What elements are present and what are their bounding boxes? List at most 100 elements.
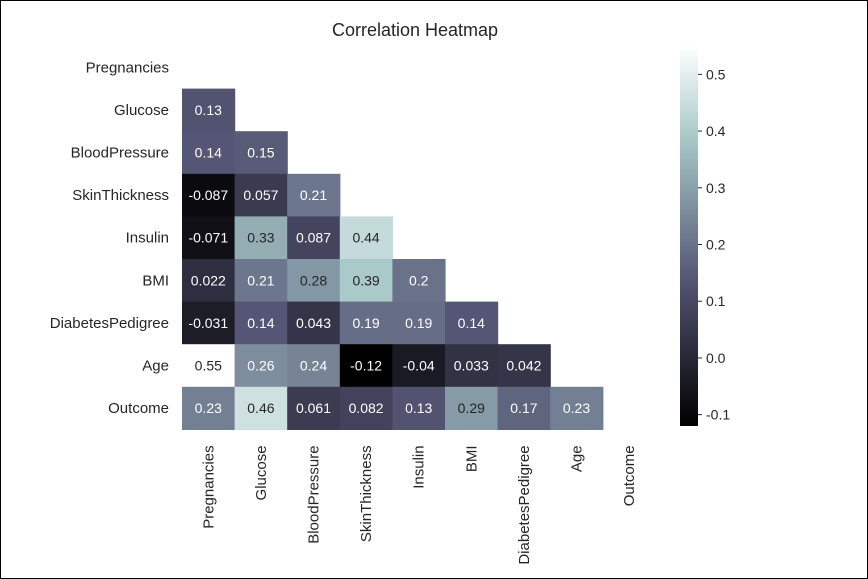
y-tick-label: Glucose bbox=[114, 102, 169, 119]
colorbar-tick-label: -0.1 bbox=[706, 407, 730, 423]
y-tick-label: BloodPressure bbox=[71, 145, 169, 162]
heatmap-cell-insulin-skinthickness bbox=[339, 216, 393, 260]
x-tick-label: DiabetesPedigree bbox=[516, 445, 533, 564]
heatmap-cells: 0.13 0.14 0.15 -0.087 0.057 0.21 -0.071 0.33 0.0… bbox=[182, 88, 604, 430]
x-tick-label: BloodPressure bbox=[306, 445, 323, 543]
heatmap-cell-skinthickness-bloodpressure bbox=[287, 173, 341, 217]
heatmap-cell-glucose-pregnancies bbox=[182, 88, 236, 132]
heatmap-cell-outcome-bloodpressure bbox=[287, 386, 341, 430]
cell-value-label: 0.46 bbox=[247, 400, 274, 416]
heatmap-cell-bloodpressure-glucose bbox=[234, 131, 288, 175]
cell-value-label: 0.057 bbox=[243, 187, 278, 203]
cell-value-label: 0.29 bbox=[458, 400, 485, 416]
cell-value-label: 0.55 bbox=[195, 358, 222, 374]
cell-value-label: 0.13 bbox=[195, 102, 222, 118]
heatmap-cell-outcome-glucose bbox=[234, 386, 288, 430]
heatmap-cell-diabetespedigree-bloodpressure bbox=[287, 301, 341, 345]
heatmap-cell-outcome-skinthickness bbox=[339, 386, 393, 430]
cell-value-label: 0.17 bbox=[510, 400, 537, 416]
colorbar-tick-label: 0.3 bbox=[706, 180, 726, 196]
cell-value-label: 0.13 bbox=[405, 400, 432, 416]
heatmap-cell-bmi-pregnancies bbox=[182, 259, 236, 303]
x-tick-label: Insulin bbox=[411, 445, 428, 488]
x-tick-label: Pregnancies bbox=[200, 445, 217, 528]
colorbar-tick-label: 0.2 bbox=[706, 237, 726, 253]
y-tick-label: BMI bbox=[142, 272, 169, 289]
heatmap-cell-bloodpressure-pregnancies bbox=[182, 131, 236, 175]
y-tick-label: DiabetesPedigree bbox=[50, 315, 169, 332]
heatmap-cell-outcome-age bbox=[550, 386, 604, 430]
heatmap-cell-diabetespedigree-insulin bbox=[392, 301, 446, 345]
colorbar: -0.1 0.0 0.1 0.2 0.3 0.4 0.5 bbox=[680, 46, 730, 426]
heatmap-cell-bmi-bloodpressure bbox=[287, 259, 341, 303]
heatmap-cell-outcome-insulin bbox=[392, 386, 446, 430]
cell-value-label: 0.14 bbox=[195, 145, 222, 161]
cell-value-label: 0.24 bbox=[300, 358, 327, 374]
heatmap-cell-skinthickness-pregnancies bbox=[182, 173, 236, 217]
y-tick-label: Age bbox=[142, 358, 169, 375]
y-tick-label: Pregnancies bbox=[86, 59, 169, 76]
cell-value-label: 0.28 bbox=[300, 272, 327, 288]
cell-value-label: 0.042 bbox=[506, 358, 541, 374]
heatmap-cell-insulin-glucose bbox=[234, 216, 288, 260]
cell-value-label: -0.12 bbox=[350, 358, 382, 374]
colorbar-tick-label: 0.0 bbox=[706, 350, 726, 366]
heatmap-cell-bmi-insulin bbox=[392, 259, 446, 303]
colorbar-gradient bbox=[680, 46, 698, 426]
cell-value-label: 0.022 bbox=[191, 272, 226, 288]
heatmap-cell-age-pregnancies bbox=[182, 344, 236, 388]
heatmap-cell-diabetespedigree-pregnancies bbox=[182, 301, 236, 345]
heatmap-cell-insulin-bloodpressure bbox=[287, 216, 341, 260]
heatmap-cell-age-skinthickness bbox=[339, 344, 393, 388]
cell-value-label: 0.21 bbox=[300, 187, 327, 203]
heatmap-cell-outcome-bmi bbox=[445, 386, 499, 430]
cell-value-label: -0.031 bbox=[188, 315, 228, 331]
y-tick-label: SkinThickness bbox=[72, 187, 169, 204]
cell-value-label: 0.44 bbox=[352, 230, 379, 246]
cell-value-label: 0.15 bbox=[247, 145, 274, 161]
heatmap-cell-bmi-skinthickness bbox=[339, 259, 393, 303]
cell-value-label: 0.14 bbox=[247, 315, 274, 331]
cell-value-label: -0.071 bbox=[188, 230, 228, 246]
heatmap-cell-insulin-pregnancies bbox=[182, 216, 236, 260]
cell-value-label: 0.23 bbox=[563, 400, 590, 416]
x-tick-label: BMI bbox=[463, 445, 480, 472]
x-tick-label: Age bbox=[569, 445, 586, 472]
x-tick-labels: Pregnancies Glucose BloodPressure SkinThick… bbox=[200, 445, 638, 564]
heatmap-cell-skinthickness-glucose bbox=[234, 173, 288, 217]
chart-title: Correlation Heatmap bbox=[332, 20, 498, 40]
cell-value-label: 0.043 bbox=[296, 315, 331, 331]
cell-value-label: 0.061 bbox=[296, 400, 331, 416]
heatmap-cell-age-insulin bbox=[392, 344, 446, 388]
y-tick-label: Insulin bbox=[126, 230, 169, 247]
cell-value-label: 0.39 bbox=[352, 272, 379, 288]
heatmap-cell-outcome-pregnancies bbox=[182, 386, 236, 430]
colorbar-tick-label: 0.4 bbox=[706, 123, 726, 139]
cell-value-label: 0.14 bbox=[458, 315, 485, 331]
heatmap-cell-age-diabetespedigree bbox=[497, 344, 551, 388]
heatmap-cell-outcome-diabetespedigree bbox=[497, 386, 551, 430]
heatmap-cell-age-bmi bbox=[445, 344, 499, 388]
cell-value-label: 0.19 bbox=[352, 315, 379, 331]
cell-value-label: 0.33 bbox=[247, 230, 274, 246]
cell-value-label: 0.087 bbox=[296, 230, 331, 246]
cell-value-label: -0.087 bbox=[188, 187, 228, 203]
heatmap-cell-diabetespedigree-glucose bbox=[234, 301, 288, 345]
cell-value-label: 0.2 bbox=[409, 272, 429, 288]
colorbar-tick-label: 0.1 bbox=[706, 293, 726, 309]
cell-value-label: 0.23 bbox=[195, 400, 222, 416]
cell-value-label: 0.19 bbox=[405, 315, 432, 331]
x-tick-label: SkinThickness bbox=[358, 445, 375, 542]
heatmap-cell-age-glucose bbox=[234, 344, 288, 388]
x-tick-label: Glucose bbox=[253, 445, 270, 500]
heatmap-cell-diabetespedigree-skinthickness bbox=[339, 301, 393, 345]
heatmap-cell-bmi-glucose bbox=[234, 259, 288, 303]
x-tick-label: Outcome bbox=[621, 445, 638, 506]
cell-value-label: 0.033 bbox=[454, 358, 489, 374]
cell-value-label: 0.082 bbox=[349, 400, 384, 416]
cell-value-label: 0.21 bbox=[247, 272, 274, 288]
colorbar-tick-label: 0.5 bbox=[706, 66, 726, 82]
heatmap-cell-age-bloodpressure bbox=[287, 344, 341, 388]
heatmap-cell-diabetespedigree-bmi bbox=[445, 301, 499, 345]
